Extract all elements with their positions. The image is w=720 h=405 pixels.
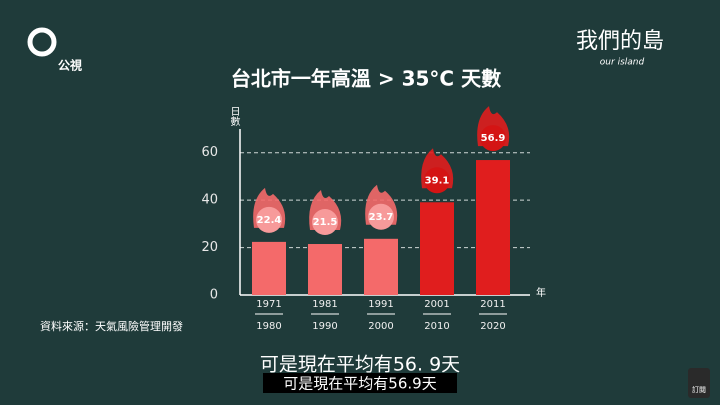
chart-title: 台北市一年高溫 > 35°C 天數 — [231, 67, 501, 91]
bar — [364, 238, 398, 295]
bar — [420, 202, 454, 295]
value-label: 56.9 — [481, 133, 506, 144]
subscribe-button[interactable] — [688, 368, 710, 398]
x-tick-label: 2011 — [480, 299, 505, 310]
value-label: 23.7 — [369, 212, 394, 223]
y-tick-label: 20 — [201, 240, 218, 255]
x-axis-label: 年 — [536, 286, 546, 299]
caption-large: 可是現在平均有56. 9天 — [260, 354, 460, 376]
bar — [308, 244, 342, 295]
caption-small: 可是現在平均有56.9天 — [283, 375, 436, 393]
value-label: 21.5 — [313, 217, 338, 228]
subscribe-text[interactable]: 訂閱 — [692, 385, 706, 394]
logo-text: 公視 — [58, 58, 82, 73]
x-tick-label: 2001 — [424, 299, 449, 310]
y-tick-label: 60 — [201, 145, 218, 160]
x-tick-label: 1981 — [312, 299, 337, 310]
value-badge — [368, 203, 394, 230]
source: 資料來源：天氣風險管理開發 — [40, 319, 183, 333]
value-badge — [424, 167, 450, 194]
value-badge — [480, 125, 506, 152]
x-tick-label-end: 2000 — [368, 321, 393, 332]
logo-mark — [27, 27, 57, 57]
x-tick-label-end: 1980 — [256, 321, 281, 332]
brand-sub: our island — [600, 58, 645, 68]
x-tick-label-end: 2010 — [424, 321, 449, 332]
logo: 公視 — [27, 27, 82, 73]
bar — [476, 160, 510, 295]
caption-box — [263, 373, 457, 393]
x-tick-label-end: 1990 — [312, 321, 337, 332]
x-tick-label: 1991 — [368, 299, 393, 310]
value-badge — [256, 206, 282, 233]
value-badge — [312, 209, 338, 236]
x-tick-label-end: 2020 — [480, 321, 505, 332]
value-label: 39.1 — [425, 175, 450, 186]
value-label: 22.4 — [257, 215, 282, 226]
y-axis-label: 日數 — [228, 106, 240, 127]
brand: 我們的島 — [576, 29, 664, 54]
bar — [252, 241, 286, 295]
x-tick-label: 1971 — [256, 299, 281, 310]
y-tick-label: 40 — [201, 193, 218, 208]
y-tick-label: 0 — [210, 288, 218, 303]
